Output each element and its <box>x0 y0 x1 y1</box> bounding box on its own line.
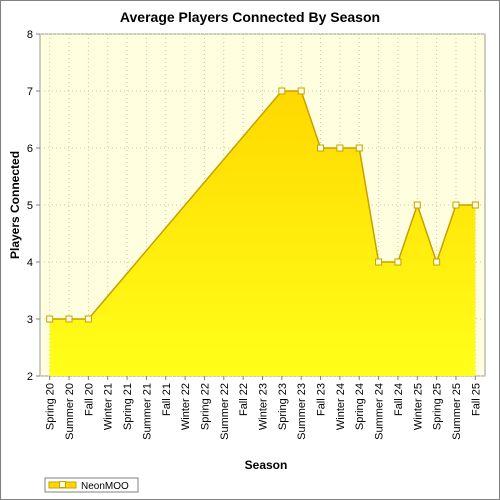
y-tick-label: 6 <box>27 143 33 155</box>
legend: NeonMOO <box>44 477 139 493</box>
legend-label: NeonMOO <box>81 481 129 492</box>
data-point-marker <box>433 258 441 266</box>
x-tick-label: Fall 21 <box>161 383 173 416</box>
x-tick-label: Winter 24 <box>335 383 347 430</box>
y-tick-label: 5 <box>27 200 33 212</box>
chart-title: Average Players Connected By Season <box>120 9 380 25</box>
x-tick-label: Fall 25 <box>470 383 482 416</box>
data-point-marker <box>394 258 402 266</box>
data-point-marker <box>317 144 325 152</box>
series-line <box>49 90 476 320</box>
y-tick-label: 2 <box>27 371 33 383</box>
x-tick-label: Winter 25 <box>412 383 424 430</box>
area-fill <box>49 91 476 376</box>
x-tick-label: Winter 23 <box>258 383 270 430</box>
x-tick-label: Summer 22 <box>219 383 231 440</box>
x-axis-label: Season <box>245 458 288 472</box>
x-tick-label: Spring 21 <box>122 383 134 430</box>
x-tick-label: Spring 23 <box>277 383 289 430</box>
x-tick-label: Spring 22 <box>199 383 211 430</box>
x-tick-label: Summer 24 <box>374 383 386 440</box>
x-tick-label: Spring 24 <box>354 383 366 430</box>
y-tick-label: 7 <box>27 86 33 98</box>
y-axis-ticks: 2 3 4 5 6 7 8 <box>27 29 40 383</box>
x-tick-label: Summer 20 <box>64 383 76 440</box>
data-point-marker <box>471 201 479 209</box>
data-point-marker <box>84 315 92 323</box>
legend-marker <box>59 481 66 488</box>
x-tick-label: Spring 20 <box>45 383 57 430</box>
x-tick-label: Summer 21 <box>141 383 153 440</box>
data-point-marker <box>355 144 363 152</box>
x-tick-label: Fall 24 <box>393 383 405 416</box>
x-tick-label: Spring 25 <box>432 383 444 430</box>
data-point-marker <box>46 315 54 323</box>
data-point-marker <box>452 201 460 209</box>
data-point-marker <box>65 315 73 323</box>
x-tick-label: Fall 22 <box>238 383 250 416</box>
data-point-marker <box>336 144 344 152</box>
x-tick-label: Summer 25 <box>451 383 463 440</box>
y-axis-label: Players Connected <box>8 151 22 259</box>
x-tick-label: Fall 23 <box>316 383 328 416</box>
data-point-marker <box>278 87 286 95</box>
data-point-marker <box>413 201 421 209</box>
x-tick-label: Winter 21 <box>103 383 115 430</box>
x-tick-label: Summer 23 <box>296 383 308 440</box>
data-point-marker <box>375 258 383 266</box>
y-tick-label: 3 <box>27 314 33 326</box>
y-tick-label: 4 <box>27 257 33 269</box>
y-tick-label: 8 <box>27 29 33 41</box>
x-tick-label: Winter 22 <box>180 383 192 430</box>
x-axis-ticks: Spring 20 Summer 20 Fall 20 Winter 21 Spring… <box>45 376 482 440</box>
data-point-marker <box>297 87 305 95</box>
x-tick-label: Fall 20 <box>83 383 95 416</box>
series-markers <box>46 87 479 323</box>
